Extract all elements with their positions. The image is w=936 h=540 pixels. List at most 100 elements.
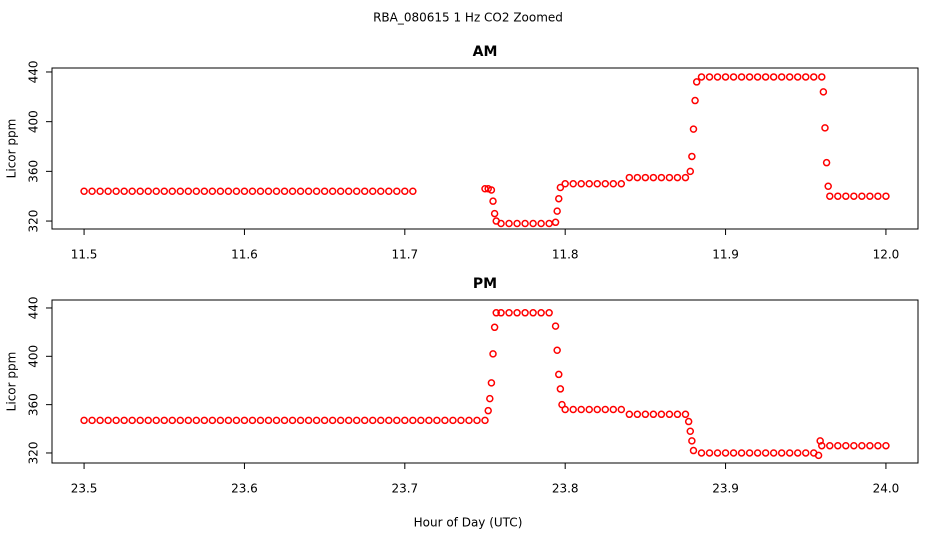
data-point	[577, 405, 585, 414]
data-point	[264, 416, 273, 425]
data-point	[449, 416, 457, 425]
data-point	[304, 187, 313, 195]
data-point	[705, 73, 714, 81]
data-point	[649, 173, 658, 182]
data-point	[689, 125, 698, 133]
data-point	[312, 416, 321, 425]
data-point	[352, 187, 361, 195]
data-point	[529, 219, 537, 228]
data-point	[256, 187, 265, 195]
data-point	[826, 441, 834, 450]
data-point	[785, 449, 794, 457]
data-point	[497, 219, 505, 228]
data-point	[801, 449, 810, 457]
data-point	[312, 187, 321, 195]
data-point	[144, 416, 152, 425]
data-point	[393, 416, 401, 425]
data-point	[433, 416, 441, 425]
data-point	[104, 416, 112, 425]
data-point	[224, 187, 233, 195]
data-point	[684, 417, 693, 426]
data-point	[874, 192, 882, 200]
data-point	[577, 180, 585, 188]
data-point	[417, 416, 425, 425]
data-point	[344, 187, 353, 195]
y-tick-label: 320	[27, 442, 41, 465]
data-point	[793, 449, 802, 457]
data-point	[184, 187, 193, 195]
data-point	[377, 187, 385, 195]
data-point	[192, 416, 201, 425]
data-point	[561, 405, 569, 414]
data-point	[232, 187, 241, 195]
data-point	[256, 416, 265, 425]
data-point	[401, 187, 409, 195]
data-point	[385, 416, 393, 425]
data-point	[777, 73, 786, 81]
data-point	[649, 410, 658, 419]
data-point	[537, 309, 545, 317]
data-point	[240, 416, 249, 425]
data-point	[822, 158, 831, 167]
data-point	[280, 416, 289, 425]
data-point	[737, 449, 746, 457]
data-point	[328, 187, 337, 195]
data-point	[529, 309, 537, 317]
data-point	[216, 416, 225, 425]
data-point	[814, 451, 823, 460]
data-point	[785, 73, 794, 81]
data-point	[505, 309, 513, 317]
data-point	[882, 192, 890, 200]
data-point	[793, 73, 802, 81]
data-point	[713, 73, 722, 81]
data-point	[200, 187, 209, 195]
data-point	[465, 416, 473, 425]
data-point	[344, 416, 353, 425]
data-point	[320, 187, 329, 195]
data-point	[160, 416, 169, 425]
data-point	[705, 449, 714, 457]
x-tick-label: 23.5	[71, 482, 98, 496]
data-point	[834, 441, 842, 450]
data-point	[561, 180, 569, 188]
y-tick-label: 440	[27, 61, 41, 84]
data-point	[737, 73, 746, 81]
data-point	[377, 416, 385, 425]
data-point	[633, 410, 642, 419]
data-point	[556, 183, 565, 192]
data-point	[874, 441, 882, 450]
data-point	[692, 78, 701, 86]
data-point	[385, 187, 393, 195]
data-point	[497, 309, 505, 317]
data-point	[556, 385, 565, 393]
data-point	[641, 410, 650, 419]
data-point	[625, 173, 634, 182]
data-point	[296, 187, 305, 195]
data-point	[336, 416, 345, 425]
data-point	[617, 405, 626, 414]
data-point	[537, 219, 545, 228]
data-point	[272, 187, 281, 195]
data-point	[152, 187, 160, 195]
data-point	[633, 173, 642, 182]
data-point	[819, 88, 828, 96]
data-point	[104, 187, 112, 195]
data-point	[513, 219, 521, 228]
data-point	[553, 346, 561, 355]
data-point	[473, 416, 481, 425]
data-point	[882, 441, 890, 450]
data-point	[128, 416, 136, 425]
data-point	[691, 96, 699, 105]
data-point	[264, 187, 273, 195]
data-point	[551, 218, 560, 227]
data-point	[336, 187, 345, 195]
data-point	[593, 405, 602, 414]
data-point	[216, 187, 225, 195]
data-point	[96, 416, 104, 425]
data-point	[858, 192, 866, 200]
data-point	[88, 187, 96, 195]
y-tick-label: 360	[27, 160, 41, 183]
data-point	[866, 192, 874, 200]
data-point	[665, 410, 674, 419]
